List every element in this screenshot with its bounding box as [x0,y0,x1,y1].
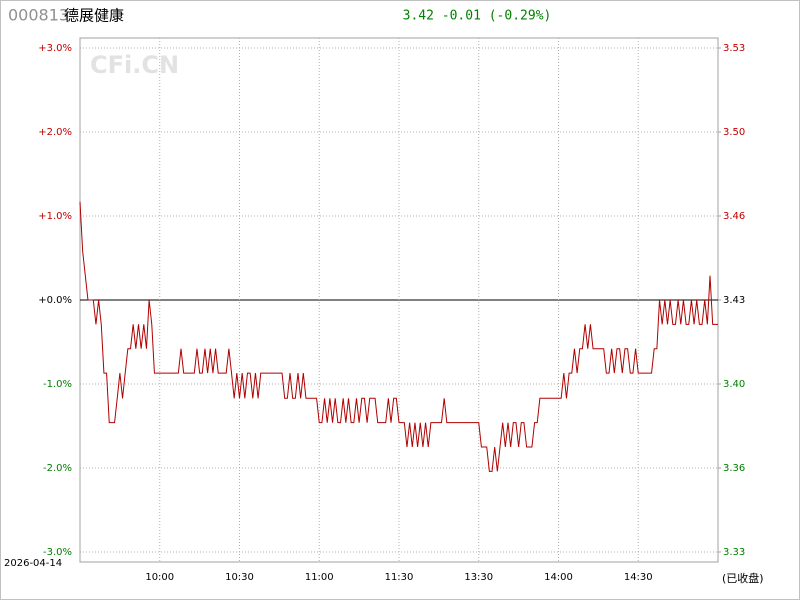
y2-tick-label: 3.53 [723,43,745,54]
y-tick-label: -1.0% [43,379,72,390]
price-line [79,201,718,472]
y-tick-label: -3.0% [43,547,72,558]
watermark: CFi.CN [90,51,179,79]
y-tick-label: -2.0% [43,463,72,474]
x-tick-label: 14:30 [624,572,653,583]
x-tick-label: 13:30 [464,572,493,583]
y2-tick-label: 3.33 [723,547,745,558]
y2-tick-label: 3.46 [723,211,745,222]
x-tick-label: 10:30 [225,572,254,583]
x-tick-label: 10:00 [145,572,174,583]
stock-code: 000813 [8,6,69,25]
y-tick-label: +1.0% [38,211,72,222]
y-tick-label: +0.0% [38,295,72,306]
date: 2026-04-14 [4,558,62,569]
y2-tick-label: 3.50 [723,127,745,138]
y2-tick-label: 3.43 [723,295,745,306]
stock-name: 德展健康 [64,7,124,25]
x-tick-label: 11:00 [305,572,334,583]
quote: 3.42 -0.01 (-0.29%) [403,9,552,24]
y2-tick-label: 3.36 [723,463,745,474]
y-tick-label: +3.0% [38,43,72,54]
status: (已收盘) [722,571,764,585]
x-tick-label: 11:30 [385,572,414,583]
x-tick-label: 14:00 [544,572,573,583]
y2-tick-label: 3.40 [723,379,745,390]
y-tick-label: +2.0% [38,127,72,138]
